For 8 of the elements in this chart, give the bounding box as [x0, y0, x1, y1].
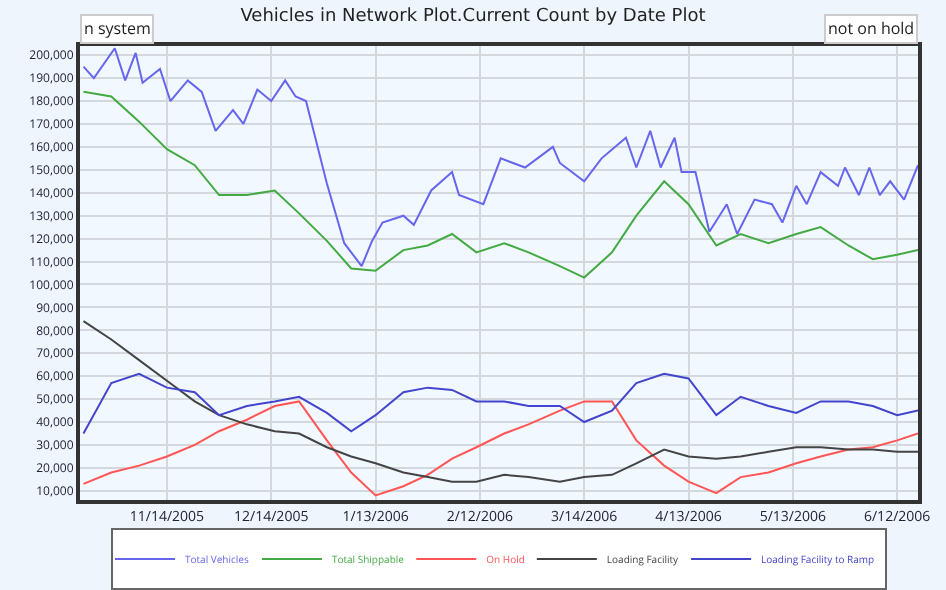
line-series [82, 372, 918, 435]
line-series [82, 90, 918, 279]
line-series [82, 400, 918, 497]
text: not on hold [828, 18, 915, 40]
chart-title: Vehicles in Network Plot.Current Count by Date Plot [240, 7, 707, 28]
text: n system [84, 18, 151, 40]
line-series [82, 47, 918, 268]
line-series [82, 320, 918, 483]
